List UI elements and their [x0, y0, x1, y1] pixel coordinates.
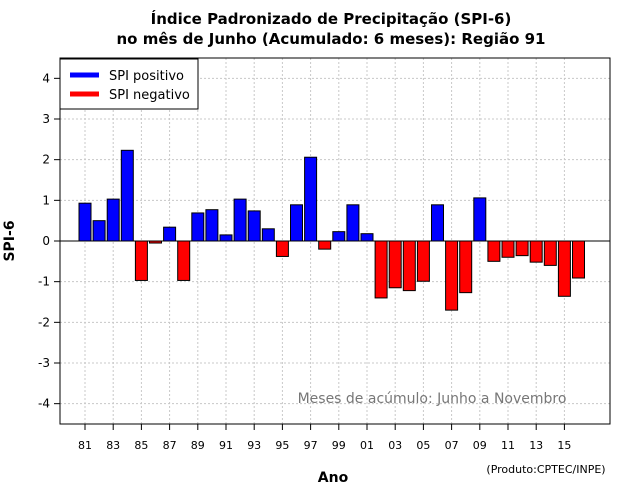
x-axis-ticks: 81 83 85 87 89 91 93 95 97 99 01 03 05 07 09 11 13 15	[78, 424, 571, 452]
product-credit: (Produto:CPTEC/INPE)	[486, 463, 605, 476]
bar-1993	[247, 210, 261, 242]
bar-2012	[515, 240, 529, 257]
bar-2008	[459, 240, 473, 294]
x-tick-label: 85	[134, 439, 148, 452]
bar-2013	[529, 240, 543, 263]
x-tick-label: 95	[275, 439, 289, 452]
x-tick-label: 15	[557, 439, 571, 452]
accumulation-note: Meses de acúmulo: Junho a Novembro	[298, 391, 567, 407]
bar-1992	[233, 198, 247, 242]
x-tick-label: 81	[78, 439, 92, 452]
bar-2010	[487, 240, 501, 262]
bar-2009	[473, 197, 487, 242]
y-tick-label: 3	[42, 112, 50, 126]
bar-2006	[431, 204, 444, 242]
y-tick-label: 4	[42, 71, 50, 85]
legend-box	[59, 58, 199, 110]
plot-frame	[59, 57, 611, 425]
y-tick-label: -4	[38, 397, 50, 411]
bar-2016	[572, 240, 585, 279]
bar-1983	[106, 198, 120, 242]
chart-title-line1: Índice Padronizado de Precipitação (SPI-…	[151, 9, 512, 28]
x-tick-label: 09	[473, 439, 487, 452]
legend: SPI positivo SPI negativo	[59, 58, 199, 110]
bar-2014	[543, 240, 557, 266]
bar-1984	[120, 149, 134, 242]
bar-1987	[163, 226, 177, 242]
bar-1990	[205, 209, 219, 242]
bar-1982	[92, 220, 106, 242]
bar-2000	[346, 204, 360, 242]
x-tick-label: 89	[191, 439, 205, 452]
bar-2002	[374, 240, 388, 299]
bar-1989	[191, 212, 205, 242]
x-tick-label: 11	[501, 439, 515, 452]
bar-1988	[177, 240, 191, 281]
y-tick-label: 1	[42, 193, 50, 207]
bar-2005	[416, 240, 430, 282]
y-tick-label: -2	[38, 315, 50, 329]
bar-1999	[332, 231, 346, 242]
bar-1985	[134, 240, 148, 281]
bar-1995	[275, 240, 289, 257]
x-tick-label: 13	[529, 439, 543, 452]
x-tick-label: 97	[304, 439, 318, 452]
bar-1997	[304, 156, 318, 242]
x-tick-label: 87	[163, 439, 177, 452]
bar-2011	[501, 240, 515, 258]
x-tick-label: 93	[247, 439, 261, 452]
y-axis-label: SPI-6	[2, 220, 18, 261]
x-tick-label: 03	[388, 439, 402, 452]
chart-title-line2: no mês de Junho (Acumulado: 6 meses): Re…	[116, 30, 545, 48]
x-tick-label: 91	[219, 439, 233, 452]
x-tick-label: 99	[332, 439, 346, 452]
bar-1991	[219, 234, 233, 242]
bar-1998	[318, 240, 332, 250]
bar-2003	[388, 240, 402, 289]
y-tick-label: 0	[42, 234, 50, 248]
bar-1981	[78, 202, 92, 242]
x-tick-label: 05	[416, 439, 430, 452]
y-tick-label: -1	[38, 275, 50, 289]
legend-positive-label: SPI positivo	[109, 69, 184, 84]
x-tick-label: 01	[360, 439, 374, 452]
bar-2015	[557, 240, 571, 297]
legend-negative-label: SPI negativo	[109, 88, 190, 103]
bar-2001	[360, 233, 374, 242]
bars-group	[60, 149, 610, 311]
bar-1996	[290, 204, 303, 242]
y-tick-label: -3	[38, 356, 50, 370]
x-tick-label: 83	[106, 439, 120, 452]
bar-1994	[261, 228, 275, 242]
y-axis-ticks: -4 -3 -2 -1 0 1 2 3 4	[38, 71, 60, 411]
bar-2007	[445, 240, 459, 311]
x-tick-label: 07	[445, 439, 459, 452]
bar-2004	[402, 240, 416, 292]
y-tick-label: 2	[42, 153, 50, 167]
x-axis-label: Ano	[318, 470, 349, 486]
grid-lines	[60, 58, 610, 424]
